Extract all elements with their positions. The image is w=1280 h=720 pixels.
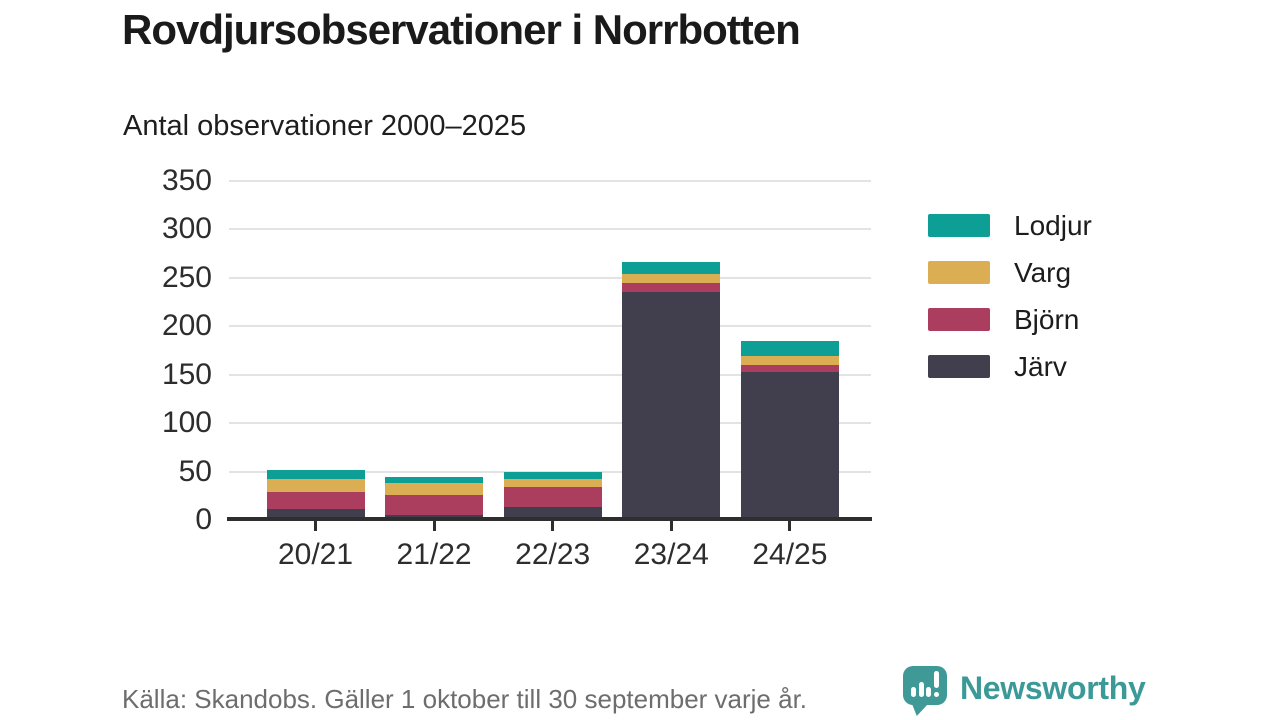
bar-segment-björn-23/24 (622, 283, 721, 293)
x-axis-tick (669, 521, 673, 531)
legend-item-björn: Björn (928, 304, 1092, 335)
legend-item-lodjur: Lodjur (928, 210, 1092, 241)
bar-segment-björn-24/25 (740, 364, 839, 372)
bar-segment-varg-21/22 (385, 483, 484, 495)
y-axis-tick-label: 200 (161, 309, 212, 342)
x-axis-tick (314, 521, 317, 531)
bar-segment-lodjur-21/22 (385, 477, 484, 484)
bar-segment-varg-23/24 (622, 273, 721, 284)
legend-swatch-björn (928, 308, 990, 331)
legend-swatch-varg (928, 261, 990, 284)
bar-segment-varg-24/25 (740, 356, 839, 365)
x-axis-tick-label: 24/25 (752, 538, 828, 571)
bar-segment-lodjur-20/21 (266, 469, 365, 480)
y-axis-tick-label: 300 (161, 212, 212, 245)
bar-segment-varg-20/21 (266, 479, 365, 492)
logo-bar-icon (911, 687, 916, 697)
legend-label-varg: Varg (1014, 257, 1072, 288)
y-axis-tick-label: 150 (161, 357, 212, 391)
gridline-100 (229, 422, 871, 424)
legend-swatch-järv (928, 355, 990, 378)
bar-segment-lodjur-24/25 (740, 340, 839, 357)
bar-segment-järv-23/24 (622, 292, 721, 520)
legend-swatch-lodjur (928, 214, 990, 237)
chart-subtitle: Antal observationer 2000–2025 (123, 110, 527, 142)
gridline-50 (229, 470, 871, 473)
bar-segment-björn-22/23 (503, 487, 602, 508)
logo-bar-icon (918, 682, 924, 697)
x-axis-tick-label: 21/22 (396, 538, 472, 571)
y-axis-tick-label: 250 (161, 260, 212, 294)
source-note: Källa: Skandobs. Gäller 1 oktober till 3… (122, 684, 808, 714)
x-axis-tick (551, 521, 555, 531)
chart-title: Rovdjursobservationer i Norrbotten (122, 6, 801, 53)
y-axis-tick-label: 100 (161, 406, 212, 439)
x-axis-tick (432, 521, 436, 531)
legend-label-järv: Järv (1014, 351, 1067, 382)
x-axis-tick-label: 22/23 (515, 538, 591, 571)
bar-segment-lodjur-22/23 (503, 472, 602, 480)
x-axis-line (227, 517, 872, 521)
y-axis-tick-label: 50 (178, 454, 212, 488)
bar-segment-björn-20/21 (266, 491, 365, 510)
legend-item-varg: Varg (928, 257, 1092, 288)
newsworthy-wordmark: Newsworthy (960, 670, 1146, 706)
bar-segment-järv-24/25 (740, 371, 839, 520)
newsworthy-brand: Newsworthy (903, 666, 1146, 716)
bar-segment-järv-22/23 (503, 507, 602, 520)
bar-segment-varg-22/23 (503, 479, 602, 487)
gridline-300 (229, 228, 871, 230)
logo-exclamation-icon (933, 671, 939, 688)
legend-item-järv: Järv (928, 351, 1092, 382)
logo-speech-tail (912, 704, 928, 716)
logo-exclamation-dot-icon (933, 692, 939, 697)
y-axis-tick-label: 0 (195, 503, 212, 536)
legend-label-björn: Björn (1014, 304, 1080, 335)
bar-segment-järv-20/21 (266, 509, 365, 520)
bar-segment-björn-21/22 (385, 494, 484, 516)
gridline-350 (229, 179, 871, 182)
x-axis-tick-label: 20/21 (277, 538, 354, 571)
x-axis-tick-label: 23/24 (633, 538, 709, 571)
legend: Lodjur Varg Björn Järv (928, 210, 1092, 402)
logo-bar-icon (926, 687, 931, 697)
gridline-150 (229, 373, 871, 376)
bar-segment-lodjur-23/24 (622, 261, 721, 274)
x-axis-tick (788, 521, 792, 531)
gridline-200 (229, 325, 871, 327)
y-axis-tick-label: 350 (161, 163, 212, 197)
newsworthy-logo-icon (903, 666, 947, 716)
legend-label-lodjur: Lodjur (1014, 210, 1092, 241)
gridline-250 (229, 276, 871, 279)
